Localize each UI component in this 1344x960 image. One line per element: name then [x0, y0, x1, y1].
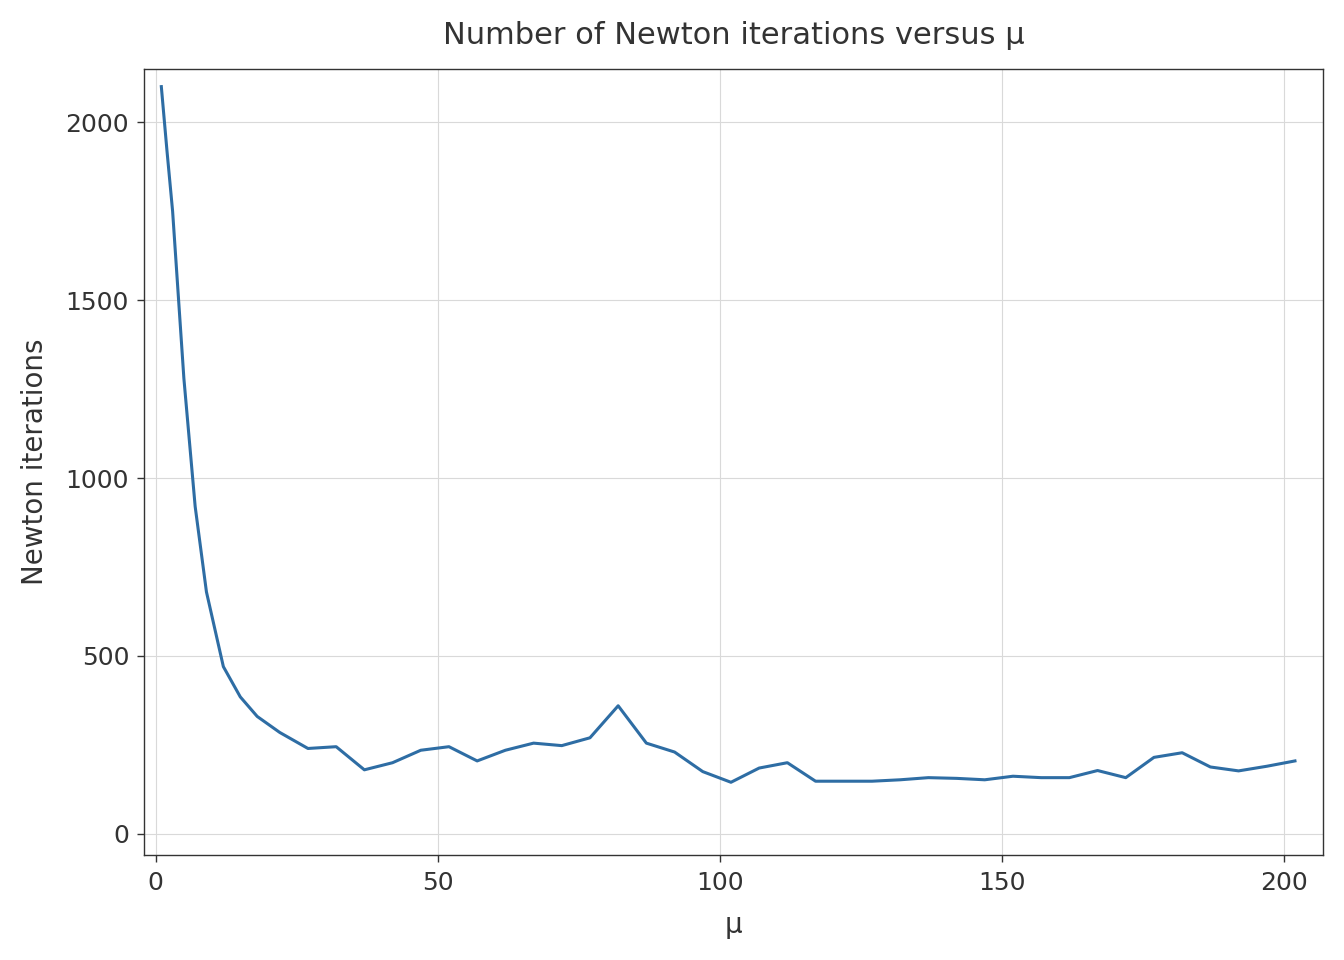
Y-axis label: Newton iterations: Newton iterations [22, 339, 48, 586]
X-axis label: μ: μ [724, 911, 743, 939]
Title: Number of Newton iterations versus μ: Number of Newton iterations versus μ [444, 21, 1024, 50]
